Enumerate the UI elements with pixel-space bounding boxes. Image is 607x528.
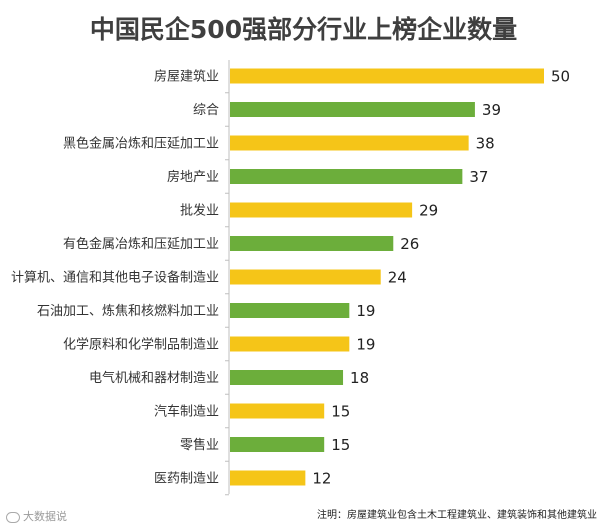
watermark: 大数据说 — [6, 508, 67, 524]
bar — [230, 403, 325, 419]
chart-title: 中国民企500强部分行业上榜企业数量 — [89, 15, 518, 44]
category-label: 有色金属冶炼和压延加工业 — [63, 236, 219, 252]
value-label: 37 — [469, 168, 488, 186]
bar — [230, 303, 350, 318]
bar — [230, 102, 475, 117]
category-label: 房屋建筑业 — [154, 69, 219, 85]
bar — [230, 135, 469, 151]
weibo-icon — [6, 511, 20, 523]
value-label: 26 — [400, 235, 419, 253]
category-label: 零售业 — [180, 437, 219, 453]
bar — [230, 269, 381, 285]
category-label: 汽车制造业 — [154, 404, 219, 420]
value-label: 15 — [331, 436, 350, 454]
category-label: 房地产业 — [167, 169, 219, 185]
category-label: 综合 — [193, 103, 219, 118]
value-label: 12 — [312, 470, 331, 488]
category-label: 电气机械和器材制造业 — [89, 370, 219, 386]
bar — [230, 202, 413, 218]
value-label: 19 — [356, 336, 375, 354]
category-label: 计算机、通信和其他电子设备制造业 — [11, 270, 219, 286]
value-label: 38 — [476, 135, 495, 153]
bar — [230, 470, 306, 486]
value-label: 50 — [551, 68, 570, 86]
category-label: 黑色金属冶炼和压延加工业 — [63, 136, 219, 152]
bar — [230, 236, 394, 251]
value-label: 39 — [482, 101, 501, 119]
bar — [230, 370, 344, 385]
footnote: 注明：房屋建筑业包含土木工程建筑业、建筑装饰和其他建筑业 — [317, 510, 597, 521]
category-label: 医药制造业 — [154, 472, 219, 487]
bar — [230, 169, 463, 184]
value-label: 24 — [388, 269, 407, 287]
category-label: 化学原料和化学制品制造业 — [63, 337, 219, 353]
bar — [230, 336, 350, 352]
bar — [230, 437, 325, 452]
value-label: 19 — [356, 302, 375, 320]
watermark-text: 大数据说 — [23, 510, 67, 523]
category-label: 石油加工、炼焦和核燃料加工业 — [37, 303, 219, 319]
value-label: 18 — [350, 369, 369, 387]
value-label: 29 — [419, 202, 438, 220]
category-label: 批发业 — [180, 203, 219, 219]
bar — [230, 68, 544, 84]
value-label: 15 — [331, 403, 350, 421]
